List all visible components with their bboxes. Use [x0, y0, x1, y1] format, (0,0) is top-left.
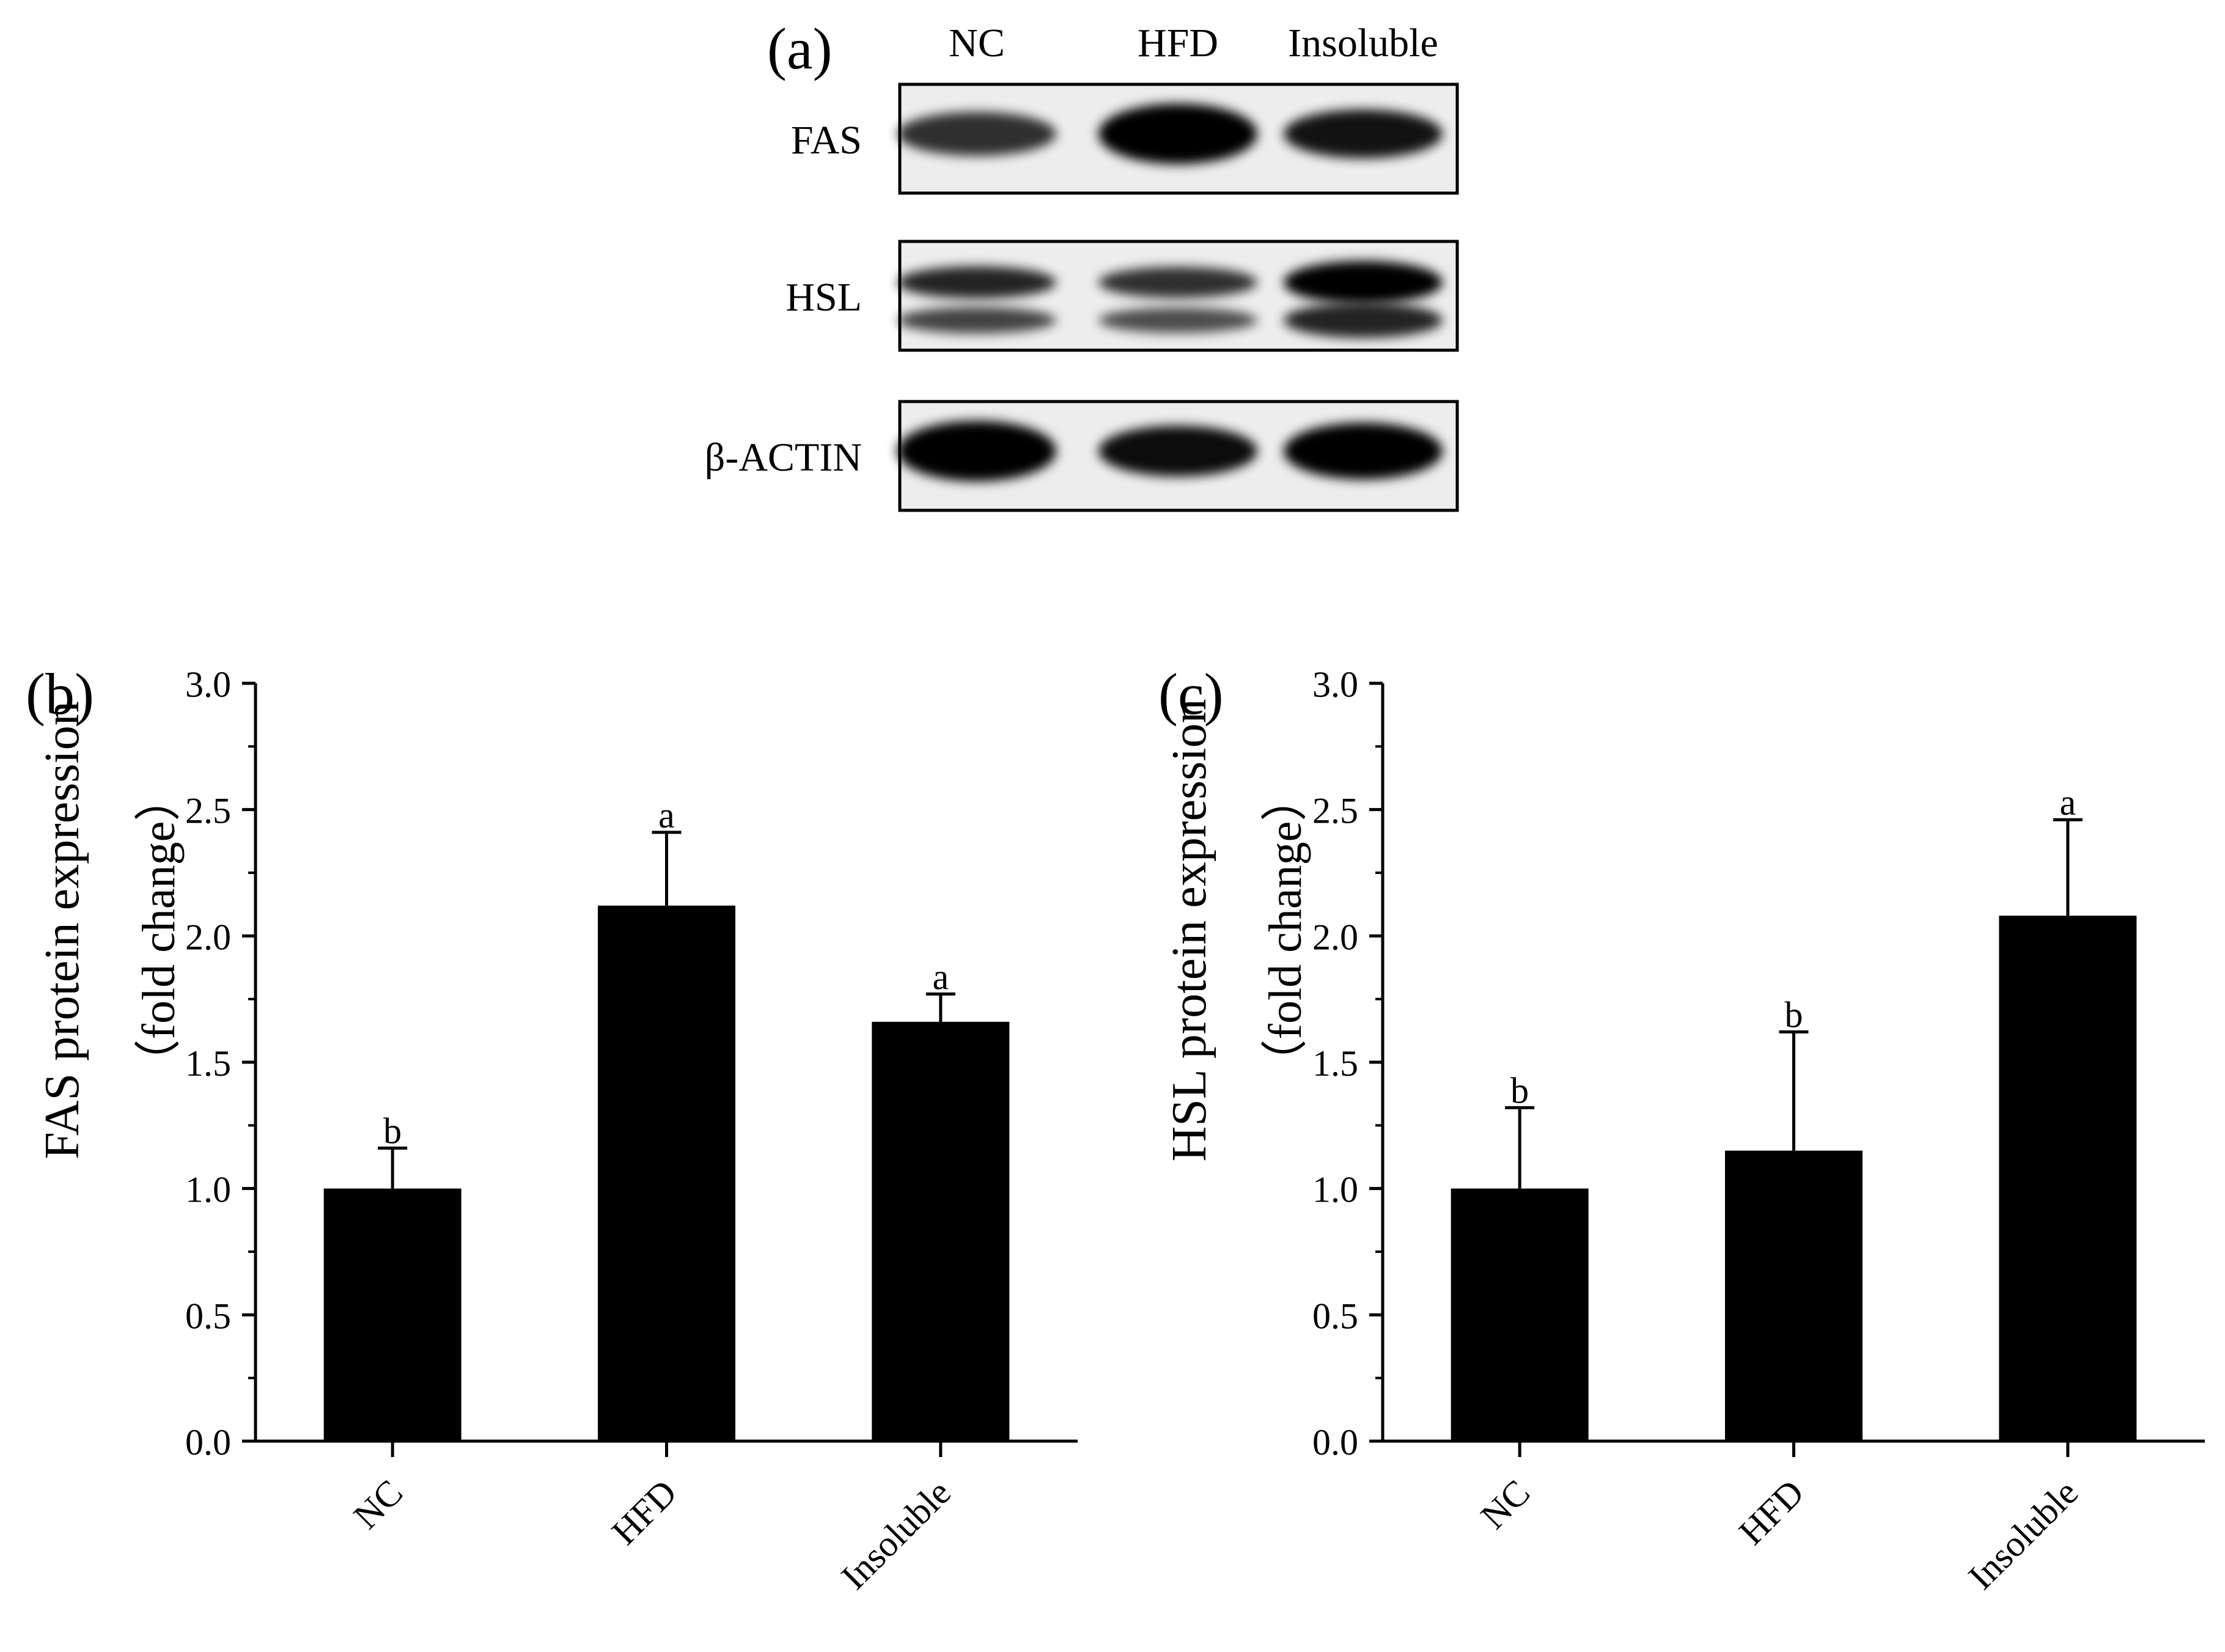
chart-b-ylabel: FAS protein expression: [35, 701, 89, 1159]
y-tick-label: 0.5: [1312, 1296, 1358, 1336]
blot-band: [1284, 422, 1443, 480]
chart-c-ylabel-line1: HSL protein expression: [1163, 699, 1216, 1162]
bar: [1451, 1188, 1589, 1441]
blot-band: [1098, 103, 1257, 164]
bar: [598, 905, 735, 1441]
blot-band: [897, 307, 1056, 334]
fas-bar-chart: (b) FAS protein expression （fold change）…: [26, 661, 1078, 1597]
significance-letter: a: [658, 795, 675, 835]
hsl-bar-chart: (c) HSL protein expression （fold change）…: [1158, 661, 2205, 1597]
x-tick-label: HFD: [604, 1472, 685, 1553]
y-tick-label: 2.5: [1312, 791, 1358, 831]
chart-b-ylabel-line2: （fold change）: [133, 775, 185, 1086]
blot-band: [1284, 303, 1443, 338]
y-tick-label: 0.0: [1312, 1422, 1358, 1463]
chart-c-plot: 0.0 0.5 1.0 1.5 2.0 2.5 3.0 b NC b HFD a Insoluble: [1312, 664, 2205, 1597]
y-tick-label: 1.0: [1312, 1170, 1358, 1210]
y-tick-label: 0.0: [185, 1422, 231, 1463]
x-tick-label: Insoluble: [1960, 1472, 2086, 1598]
blot-band: [1284, 260, 1443, 304]
blot-row-label: HSL: [785, 275, 862, 320]
blot-band: [897, 266, 1056, 299]
blot-band: [897, 420, 1056, 482]
significance-letter: b: [383, 1111, 402, 1151]
chart-c-ylabel-line2: （fold change）: [1260, 775, 1311, 1086]
chart-b-ylabel-line1: FAS protein expression: [35, 701, 89, 1159]
blot-row-label: β-ACTIN: [705, 435, 862, 480]
blot-band: [1098, 307, 1257, 333]
blot-band: [1098, 266, 1257, 298]
bar: [1999, 916, 2137, 1441]
bar: [323, 1188, 462, 1441]
chart-b-panel-label: (b): [26, 661, 94, 727]
y-tick-label: 3.0: [185, 664, 231, 705]
blot-band: [897, 111, 1056, 156]
blot-panel-label: (a): [767, 16, 833, 81]
x-tick-label: HFD: [1731, 1472, 1812, 1553]
y-tick-label: 2.0: [1312, 917, 1358, 957]
x-tick-label: NC: [346, 1472, 411, 1537]
y-tick-label: 3.0: [1312, 664, 1358, 705]
bar: [1725, 1150, 1863, 1441]
blot-lane-labels: NC HFD Insoluble: [949, 21, 1438, 65]
bar: [872, 1021, 1010, 1441]
significance-letter: a: [933, 956, 949, 997]
blot-band: [1284, 109, 1443, 159]
x-tick-label: NC: [1473, 1472, 1538, 1537]
x-tick-label: Insoluble: [833, 1472, 958, 1598]
blot-row: β-ACTIN: [705, 400, 1459, 512]
western-blot-panel: (a) NC HFD Insoluble FAS HSL β-ACTIN: [705, 16, 1459, 512]
significance-letter: b: [1785, 994, 1803, 1035]
blot-lane-label: NC: [949, 21, 1005, 65]
chart-c-ylabel-2: （fold change）: [1260, 775, 1311, 1086]
chart-b-ylabel-2: （fold change）: [133, 775, 185, 1086]
y-tick-label: 1.5: [1312, 1043, 1358, 1084]
blot-row: FAS: [791, 83, 1459, 195]
y-tick-label: 2.5: [185, 791, 231, 831]
blot-row: HSL: [785, 240, 1459, 352]
blot-lane-label: HFD: [1138, 21, 1218, 65]
significance-letter: a: [2060, 782, 2076, 823]
chart-b-plot: 0.0 0.5 1.0 1.5 2.0 2.5 3.0 b NC a HFD a Insoluble: [185, 664, 1078, 1597]
chart-c-ylabel: HSL protein expression: [1163, 699, 1216, 1162]
y-tick-label: 2.0: [185, 917, 231, 957]
blot-band: [1098, 425, 1257, 477]
chart-c-panel-label: (c): [1158, 661, 1224, 727]
blot-row-label: FAS: [791, 118, 862, 163]
y-tick-label: 0.5: [185, 1296, 231, 1336]
significance-letter: b: [1510, 1070, 1529, 1111]
blot-rows: FAS HSL β-ACTIN: [705, 83, 1459, 512]
blot-lane-label: Insoluble: [1288, 21, 1438, 65]
y-tick-label: 1.5: [185, 1043, 231, 1084]
y-tick-label: 1.0: [185, 1170, 231, 1210]
